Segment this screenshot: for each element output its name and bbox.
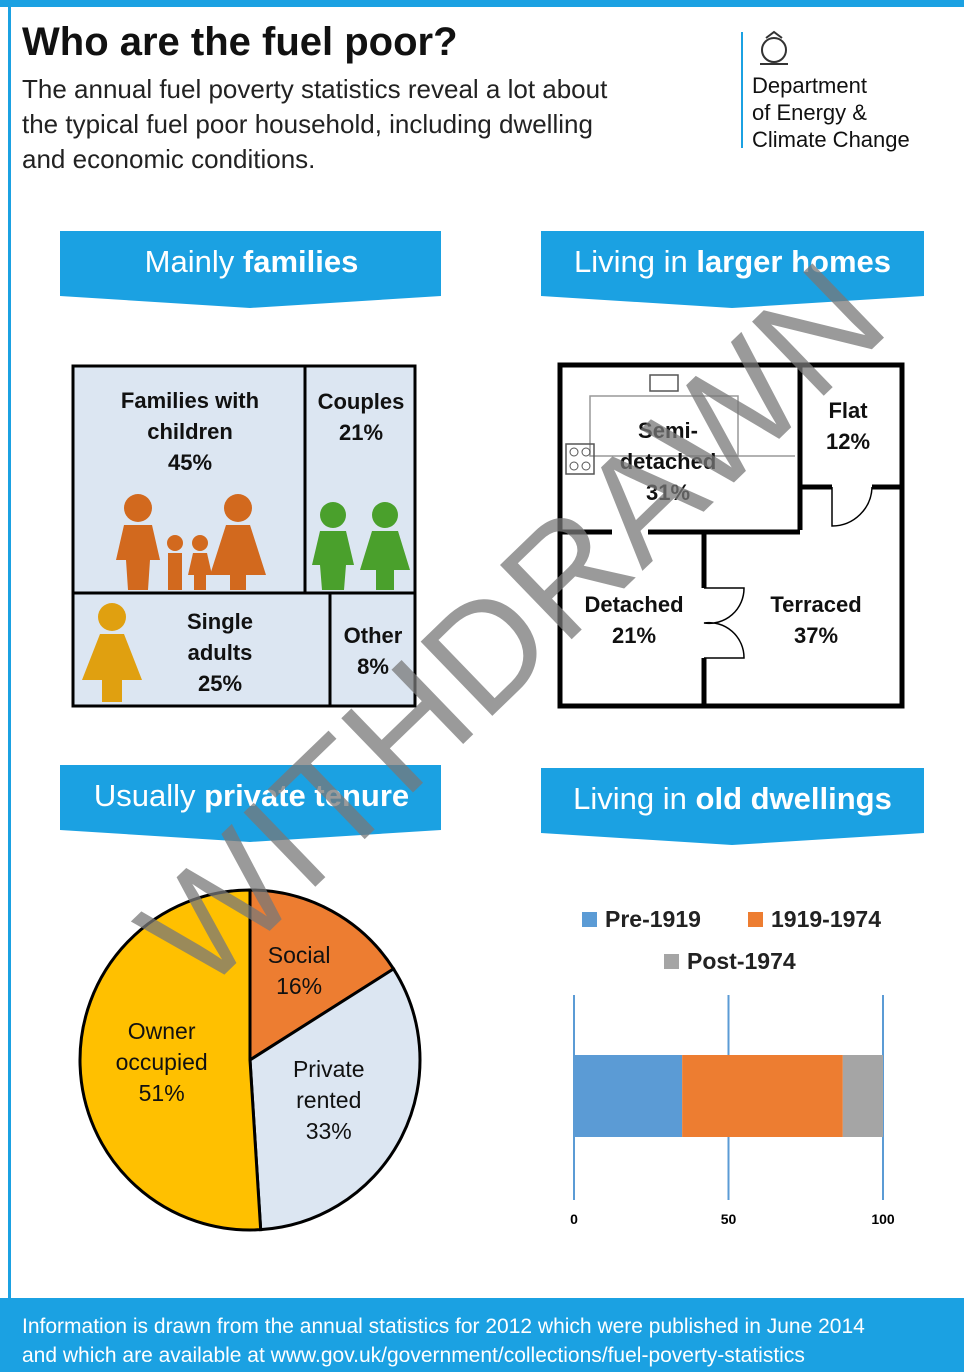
heading: Living in larger homes (541, 244, 924, 280)
subtitle-line: and economic conditions. (22, 144, 316, 174)
cell-label: Single adults (186, 609, 253, 665)
bar-segment (574, 1055, 683, 1137)
cell-value: 12% (825, 429, 871, 454)
dwelling-cell: Terraced 37% (746, 589, 886, 651)
adult-icon (82, 603, 142, 702)
family-icon (116, 494, 266, 590)
pie-slice (248, 966, 422, 1232)
heading-light: Living in (573, 244, 688, 279)
household-cell: Couples 21% (306, 386, 416, 448)
plan-box (557, 362, 905, 709)
subtitle: The annual fuel poverty statistics revea… (22, 72, 607, 177)
pie-slice (78, 888, 263, 1232)
heading-bold: families (242, 244, 359, 279)
heading: Usually private tenure (60, 778, 443, 814)
dwelling-cell: Detached 21% (564, 589, 704, 651)
subtitle-line: The annual fuel poverty statistics revea… (22, 74, 608, 104)
banner (60, 231, 441, 308)
household-cell: Single adults 25% (160, 606, 280, 699)
cell-value: 37% (793, 623, 839, 648)
footer-line: and which are available at www.gov.uk/go… (22, 1344, 805, 1367)
left-border (8, 0, 11, 1372)
heading-light: Living in (573, 781, 687, 816)
dwelling-cell: Flat 12% (808, 395, 888, 457)
top-border (0, 0, 964, 7)
cell-label: Families with children (120, 388, 260, 444)
banner (60, 765, 441, 842)
banner (541, 768, 924, 845)
couple-icon (312, 502, 410, 590)
household-cell: Families with children 45% (100, 385, 280, 478)
banner (541, 231, 924, 308)
footer: Information is drawn from the annual sta… (22, 1312, 865, 1370)
cell-label: Other (343, 623, 403, 648)
cell-value: 21% (611, 623, 657, 648)
heading-light: Mainly (144, 244, 235, 279)
cell-label: Semi-detached (619, 418, 717, 474)
heading-bold: old dwellings (695, 781, 892, 816)
cell-value: 45% (167, 450, 213, 475)
bar-segment (682, 1055, 843, 1137)
dwelling-cell: Semi-detached 31% (608, 415, 728, 508)
cell-value: 31% (645, 480, 691, 505)
treemap (71, 364, 417, 708)
heading: Living in old dwellings (541, 781, 924, 817)
footer-band (0, 1298, 964, 1372)
heading-bold: larger homes (696, 244, 892, 279)
heading-bold: private tenure (204, 778, 410, 813)
cell-label: Detached (584, 592, 684, 617)
household-cell: Other 8% (332, 620, 414, 682)
floor-plan (557, 362, 905, 709)
cell-label: Flat (828, 398, 868, 423)
logo-line: of Energy & (752, 100, 867, 125)
crest (760, 30, 788, 65)
cell-value: 8% (357, 654, 389, 679)
logo-line: Climate Change (752, 127, 910, 152)
heading-light: Usually (93, 778, 196, 813)
logo-rule (741, 32, 743, 148)
cell-value: 25% (197, 671, 243, 696)
bar-segment (842, 1055, 883, 1137)
pie-slice (248, 888, 396, 1063)
title: Who are the fuel poor? (22, 20, 458, 64)
cell-label: Terraced (770, 592, 862, 617)
heading: Mainly families (60, 244, 443, 280)
footer-line: Information is drawn from the annual sta… (22, 1315, 865, 1338)
subtitle-line: the typical fuel poor household, includi… (22, 109, 593, 139)
logo-line: Department (752, 73, 867, 98)
cell-value: 21% (338, 420, 384, 445)
cell-label: Couples (317, 389, 405, 414)
logo-text: Department of Energy & Climate Change (752, 72, 910, 153)
